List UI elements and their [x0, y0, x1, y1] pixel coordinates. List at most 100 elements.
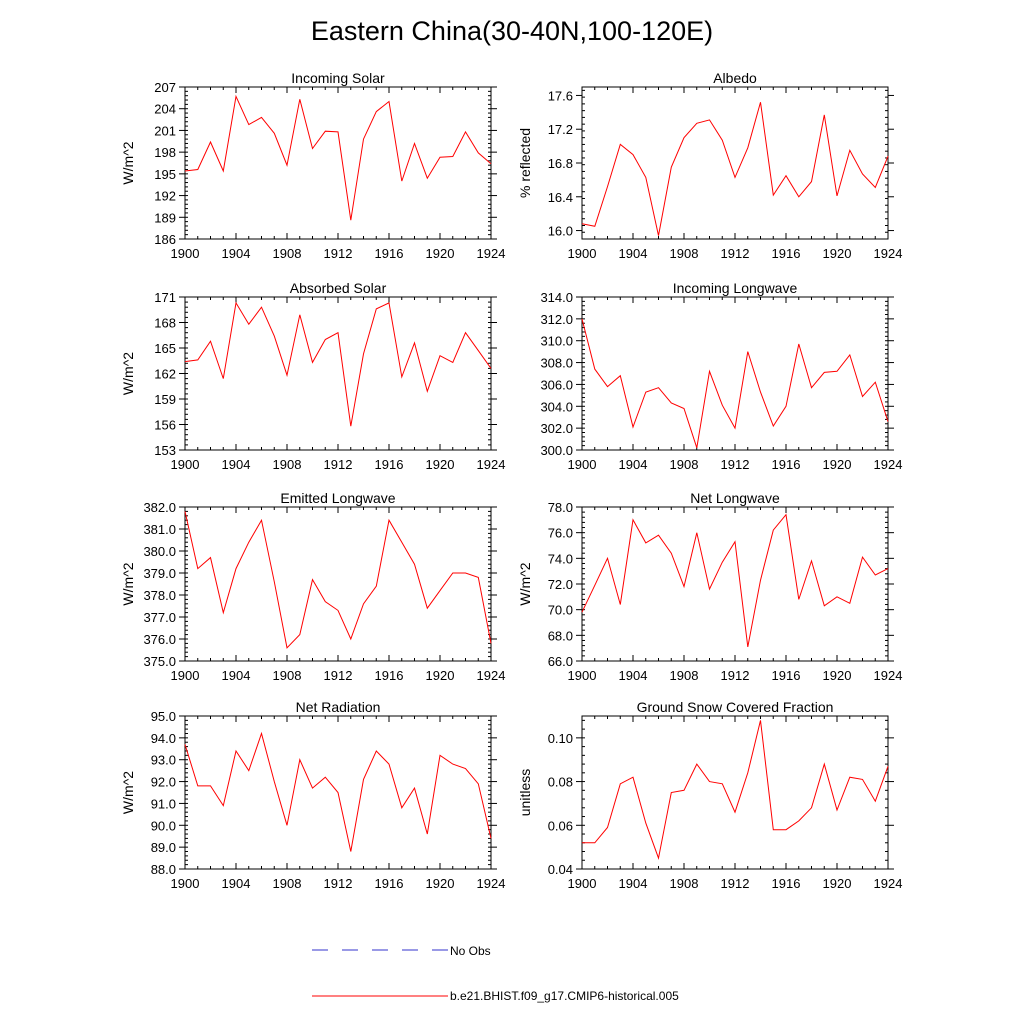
chart-title: Ground Snow Covered Fraction [637, 699, 834, 715]
y-axis-label: % reflected [517, 128, 533, 198]
x-tick-label: 1924 [874, 246, 903, 261]
x-tick-label: 1916 [375, 668, 404, 683]
y-tick-label: 379.0 [143, 566, 176, 581]
x-tick-label: 1904 [222, 876, 251, 891]
x-tick-label: 1916 [772, 457, 801, 472]
x-tick-label: 1904 [619, 246, 648, 261]
y-axis-label: W/m^2 [120, 352, 136, 395]
y-tick-label: 17.2 [548, 122, 573, 137]
y-tick-label: 89.0 [151, 840, 176, 855]
x-tick-label: 1900 [568, 457, 597, 472]
x-tick-label: 1912 [721, 246, 750, 261]
y-tick-label: 94.0 [151, 731, 176, 746]
x-tick-label: 1900 [568, 876, 597, 891]
series-line [184, 731, 492, 852]
panel-net-longwave: Net Longwave W/m^2 1900 1904 1908 1912 1916 192… [517, 490, 902, 683]
y-tick-label: 168 [154, 316, 176, 331]
y-tick-label: 72.0 [548, 577, 573, 592]
y-axis-label: unitless [517, 769, 533, 816]
y-tick-label: 378.0 [143, 588, 176, 603]
y-tick-label: 76.0 [548, 526, 573, 541]
y-tick-label: 156 [154, 418, 176, 433]
y-tick-label: 93.0 [151, 753, 176, 768]
x-tick-label: 1916 [772, 876, 801, 891]
y-tick-label: 314.0 [540, 290, 573, 305]
x-tick-label: 1920 [426, 457, 455, 472]
x-tick-label: 1920 [823, 246, 852, 261]
series-line [582, 720, 889, 860]
x-tick-label: 1908 [670, 668, 699, 683]
x-tick-label: 1900 [171, 457, 200, 472]
y-tick-label: 375.0 [143, 654, 176, 669]
panel-incoming-solar: Incoming Solar W/m^2 1900 1904 1908 1912 1916 1… [120, 70, 505, 261]
y-tick-label: 66.0 [548, 654, 573, 669]
y-tick-label: 376.0 [143, 632, 176, 647]
y-tick-label: 304.0 [540, 399, 573, 414]
x-tick-label: 1912 [721, 668, 750, 683]
y-tick-label: 382.0 [143, 500, 176, 515]
plot-frame [184, 86, 492, 240]
x-tick-label: 1920 [426, 876, 455, 891]
x-tick-label: 1916 [375, 876, 404, 891]
panel-ground-snow-covered-fraction: Ground Snow Covered Fraction unitless 1900… [517, 699, 902, 891]
x-tick-label: 1916 [772, 668, 801, 683]
y-tick-label: 302.0 [540, 421, 573, 436]
x-tick-label: 1912 [721, 876, 750, 891]
x-tick-label: 1908 [670, 246, 699, 261]
legend: No Obs b.e21.BHIST.f09_g17.CMIP6-histori… [312, 944, 679, 1003]
y-tick-label: 16.0 [548, 224, 573, 239]
x-tick-label: 1904 [619, 457, 648, 472]
y-tick-label: 204 [154, 102, 176, 117]
y-tick-label: 198 [154, 145, 176, 160]
x-tick-label: 1900 [568, 668, 597, 683]
x-tick-label: 1900 [171, 876, 200, 891]
x-tick-label: 1904 [619, 668, 648, 683]
x-tick-label: 1912 [324, 246, 353, 261]
y-tick-label: 90.0 [151, 818, 176, 833]
chart-title: Incoming Solar [291, 70, 385, 86]
y-tick-label: 0.08 [548, 775, 573, 790]
series-line [581, 102, 889, 236]
y-tick-label: 95.0 [151, 709, 176, 724]
chart-title: Emitted Longwave [280, 490, 395, 506]
x-tick-label: 1924 [874, 457, 903, 472]
chart-title: Incoming Longwave [673, 280, 798, 296]
x-tick-label: 1912 [324, 668, 353, 683]
page-title: Eastern China(30-40N,100-120E) [311, 16, 713, 46]
x-tick-label: 1916 [772, 246, 801, 261]
x-tick-label: 1912 [721, 457, 750, 472]
y-tick-label: 308.0 [540, 356, 573, 371]
y-tick-label: 195 [154, 167, 176, 182]
y-tick-label: 300.0 [540, 443, 573, 458]
x-tick-label: 1924 [477, 246, 506, 261]
chart-title: Net Radiation [296, 699, 381, 715]
y-tick-label: 377.0 [143, 610, 176, 625]
legend-obs-label: No Obs [450, 944, 491, 958]
x-tick-label: 1924 [477, 457, 506, 472]
y-tick-label: 201 [154, 123, 176, 138]
x-tick-label: 1904 [222, 457, 251, 472]
legend-model-label: b.e21.BHIST.f09_g17.CMIP6-historical.005 [450, 989, 679, 1003]
x-tick-label: 1924 [874, 668, 903, 683]
y-tick-label: 381.0 [143, 522, 176, 537]
y-tick-label: 189 [154, 210, 176, 225]
x-tick-label: 1904 [619, 876, 648, 891]
x-tick-label: 1904 [222, 246, 251, 261]
y-tick-label: 16.4 [548, 190, 573, 205]
x-tick-label: 1908 [670, 876, 699, 891]
panel-emitted-longwave: Emitted Longwave W/m^2 1900 1904 1908 1912 191… [120, 490, 505, 683]
x-tick-label: 1912 [324, 457, 353, 472]
y-tick-label: 310.0 [540, 334, 573, 349]
y-tick-label: 192 [154, 189, 176, 204]
y-tick-label: 68.0 [548, 628, 573, 643]
y-tick-label: 165 [154, 341, 176, 356]
y-axis-label: W/m^2 [120, 562, 136, 605]
y-tick-label: 186 [154, 232, 176, 247]
y-tick-label: 74.0 [548, 551, 573, 566]
y-tick-label: 171 [154, 290, 176, 305]
y-tick-label: 159 [154, 392, 176, 407]
x-tick-label: 1900 [171, 246, 200, 261]
y-tick-label: 153 [154, 443, 176, 458]
series-line [581, 513, 889, 647]
